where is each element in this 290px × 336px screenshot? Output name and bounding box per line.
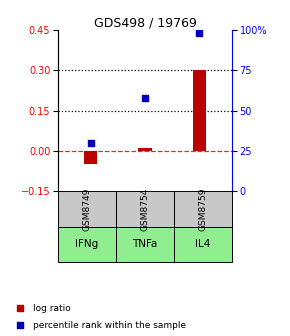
Text: GSM8759: GSM8759 bbox=[198, 187, 208, 231]
Text: TNFa: TNFa bbox=[132, 239, 158, 249]
Text: IL4: IL4 bbox=[195, 239, 211, 249]
Bar bbox=[174, 227, 232, 262]
Bar bbox=[116, 191, 174, 227]
Bar bbox=[116, 227, 174, 262]
Text: agent ▶: agent ▶ bbox=[0, 335, 1, 336]
Bar bbox=[84, 151, 97, 164]
Bar bbox=[138, 148, 152, 151]
Bar bbox=[193, 71, 206, 151]
Bar bbox=[58, 227, 116, 262]
Title: GDS498 / 19769: GDS498 / 19769 bbox=[94, 16, 196, 29]
Text: percentile rank within the sample: percentile rank within the sample bbox=[33, 321, 186, 330]
Point bbox=[143, 95, 147, 100]
Bar bbox=[174, 191, 232, 227]
Point bbox=[88, 140, 93, 145]
Point bbox=[242, 93, 246, 98]
Bar bbox=[58, 191, 116, 227]
Text: GSM8749: GSM8749 bbox=[82, 187, 92, 230]
Text: IFNg: IFNg bbox=[75, 239, 99, 249]
Point bbox=[197, 31, 202, 36]
Text: log ratio: log ratio bbox=[33, 304, 71, 313]
Point bbox=[242, 246, 246, 251]
Text: GSM8754: GSM8754 bbox=[140, 187, 150, 230]
